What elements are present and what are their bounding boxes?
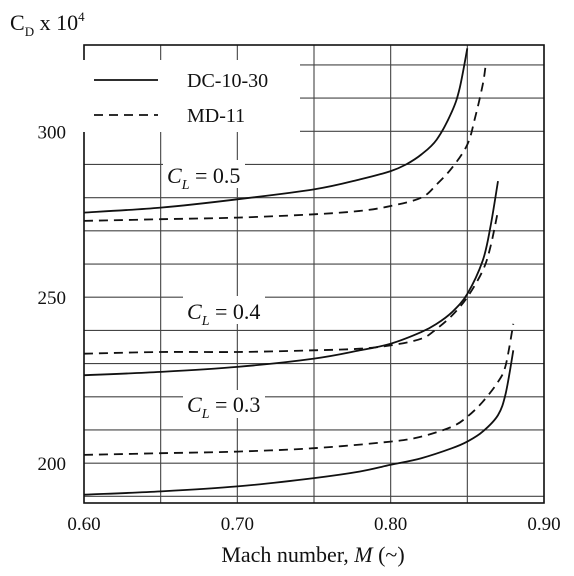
curve-label-cl05-var: C [167, 163, 182, 188]
x-tick-label: 0.80 [374, 514, 407, 535]
x-tick-label: 0.60 [67, 514, 100, 535]
series-line-dc10-cl03 [83, 350, 515, 496]
series-line-md11-cl05 [83, 64, 487, 222]
x-axis-label: Mach number, M (~) [221, 542, 404, 567]
y-tick-label: 250 [38, 288, 67, 309]
curve-label-cl03-text: CL = 0.3 [187, 392, 260, 422]
series-line-md11-cl04 [83, 210, 499, 355]
x-tick-label: 0.90 [527, 514, 560, 535]
legend-background [74, 60, 300, 132]
curve-label-cl03-sub: L [201, 407, 210, 422]
curve-label-cl05: CL = 0.5 [163, 160, 245, 193]
y-tick-label: 300 [38, 122, 67, 143]
curve-label-cl04: CL = 0.4 [183, 296, 265, 329]
x-axis-label-post: (~) [373, 542, 405, 567]
y-axis-label: CD x 104 [10, 9, 85, 39]
curve-label-cl03: CL = 0.3 [183, 390, 265, 422]
curve-label-cl04-sub: L [201, 314, 210, 329]
x-tick-labels: 0.60 0.70 0.80 0.90 [67, 514, 560, 535]
curve-label-cl03-rest: = 0.3 [209, 392, 260, 417]
plot-frame [83, 44, 545, 504]
x-tick-label: 0.70 [221, 514, 254, 535]
curve-label-cl03-var: C [187, 392, 202, 417]
series-line-dc10-cl05 [83, 48, 469, 214]
y-tick-labels: 200 250 300 [38, 122, 67, 475]
legend-label-dc10: DC-10-30 [187, 70, 268, 92]
curve-label-cl05-rest: = 0.5 [189, 163, 240, 188]
y-axis-label-mid: x 10 [34, 10, 78, 35]
series-layer [83, 48, 515, 496]
curve-label-cl05-text: CL = 0.5 [167, 163, 240, 193]
legend-label-md11: MD-11 [187, 105, 245, 127]
legend: DC-10-30 MD-11 [74, 60, 300, 132]
curve-label-cl03-bg [183, 390, 265, 418]
series-line-dc10-cl04 [83, 180, 499, 377]
x-axis-label-pre: Mach number, [221, 542, 354, 567]
curve-label-cl04-var: C [187, 299, 202, 324]
curve-label-cl04-rest: = 0.4 [209, 299, 260, 324]
curve-label-cl05-bg [163, 160, 245, 188]
grid [83, 45, 545, 503]
y-axis-label-sup: 4 [78, 9, 85, 24]
curve-label-cl04-text: CL = 0.4 [187, 299, 260, 329]
y-axis-label-base: C [10, 10, 25, 35]
y-axis-label-sub: D [25, 24, 34, 39]
series-line-md11-cl03 [83, 323, 515, 456]
y-tick-label: 200 [38, 454, 67, 475]
x-axis-label-var: M [353, 542, 374, 567]
curve-label-cl05-sub: L [181, 178, 190, 193]
curve-label-cl04-bg [183, 296, 265, 324]
